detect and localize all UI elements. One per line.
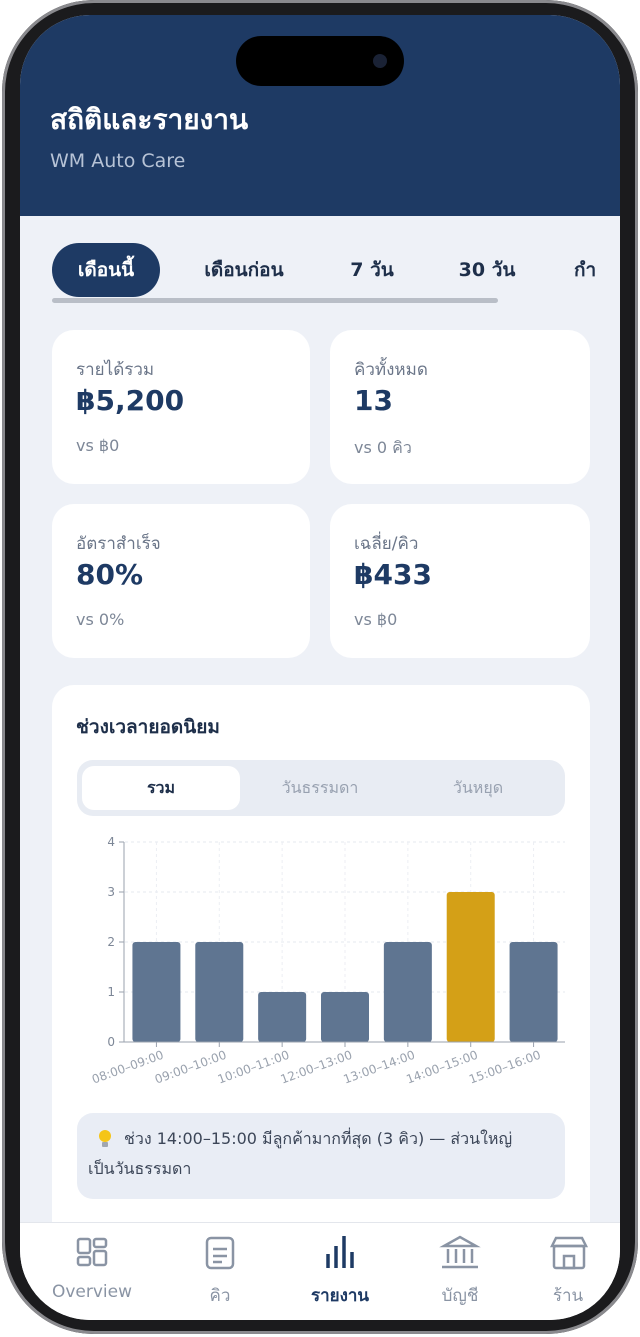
segment[interactable]: วันธรรมดา	[281, 778, 359, 797]
stat-compare: vs ฿0	[76, 436, 120, 455]
nav-item[interactable]: คิว	[209, 1286, 231, 1306]
stat-compare: vs 0%	[76, 610, 125, 629]
stat-value: ฿433	[354, 558, 432, 591]
bulb-icon	[99, 1130, 111, 1147]
nav-item[interactable]: บัญชี	[441, 1286, 479, 1306]
shop-icon	[549, 1236, 589, 1270]
x-tick-label: 10:00–11:00	[216, 1048, 291, 1087]
stat-value: 13	[354, 384, 393, 417]
y-tick-label: 1	[107, 985, 115, 999]
period-tab-active[interactable]: เดือนนี้	[52, 243, 160, 297]
stat-compare: vs 0 คิว	[354, 438, 412, 457]
stat-label: คิวทั้งหมด	[354, 360, 428, 380]
stat-card: รายได้รวม ฿5,200 vs ฿0	[52, 330, 310, 484]
stat-label: อัตราสำเร็จ	[76, 534, 161, 554]
bar	[446, 892, 495, 1042]
account-icon	[439, 1235, 481, 1269]
overview-icon	[76, 1237, 108, 1267]
bar	[132, 942, 181, 1042]
x-tick-label: 09:00–10:00	[153, 1048, 228, 1087]
period-tab[interactable]: 30 วัน	[458, 259, 516, 281]
stat-value: 80%	[76, 558, 144, 591]
bottom-nav	[20, 1222, 620, 1320]
stat-card: คิวทั้งหมด 13 vs 0 คิว	[330, 330, 590, 484]
segment-active[interactable]: รวม	[82, 766, 240, 810]
y-tick-label: 3	[107, 885, 115, 899]
segment[interactable]: วันหยุด	[452, 778, 504, 797]
nav-item[interactable]: Overview	[51, 1282, 133, 1302]
page-title: สถิติและรายงาน	[50, 103, 249, 136]
camera	[373, 54, 387, 68]
stat-label: รายได้รวม	[76, 360, 155, 380]
period-tab[interactable]: กำ	[574, 259, 597, 281]
bar	[258, 992, 307, 1042]
bar	[321, 992, 369, 1042]
report-icon	[326, 1236, 354, 1268]
x-tick-label: 14:00–15:00	[404, 1048, 479, 1087]
y-tick-label: 4	[107, 835, 115, 849]
x-labels: 08:00–09:0009:00–10:0010:00–11:0012:00–1…	[90, 1048, 543, 1087]
stat-card: อัตราสำเร็จ 80% vs 0%	[52, 504, 310, 658]
stat-value: ฿5,200	[76, 384, 185, 417]
period-tab[interactable]: เดือนก่อน	[204, 259, 284, 281]
bar	[509, 942, 558, 1042]
nav-item-active[interactable]: รายงาน	[310, 1286, 370, 1306]
x-tick-label: 08:00–09:00	[90, 1048, 165, 1087]
stat-compare: vs ฿0	[354, 610, 398, 629]
page-subtitle: WM Auto Care	[50, 150, 186, 172]
y-tick-label: 2	[107, 935, 115, 949]
section-title: ช่วงเวลายอดนิยม	[76, 716, 220, 738]
nav-icons	[76, 1235, 589, 1270]
stat-card: เฉลี่ย/คิว ฿433 vs ฿0	[330, 504, 590, 658]
period-tab[interactable]: 7 วัน	[350, 259, 394, 281]
x-tick-label: 15:00–16:00	[467, 1048, 542, 1087]
y-tick-label: 0	[107, 1035, 115, 1049]
bar	[383, 942, 432, 1042]
nav-item[interactable]: ร้าน	[552, 1286, 584, 1306]
stat-label: เฉลี่ย/คิว	[354, 534, 419, 554]
insight-box	[77, 1113, 565, 1199]
bar	[195, 942, 244, 1042]
x-tick-label: 12:00–13:00	[279, 1048, 354, 1087]
x-tick-label: 13:00–14:00	[341, 1048, 416, 1087]
queue-icon	[205, 1236, 235, 1270]
scroll-indicator	[52, 298, 498, 303]
insight-text: ช่วง 14:00–15:00 มีลูกค้ามากที่สุด (3 คิ…	[88, 1129, 513, 1178]
